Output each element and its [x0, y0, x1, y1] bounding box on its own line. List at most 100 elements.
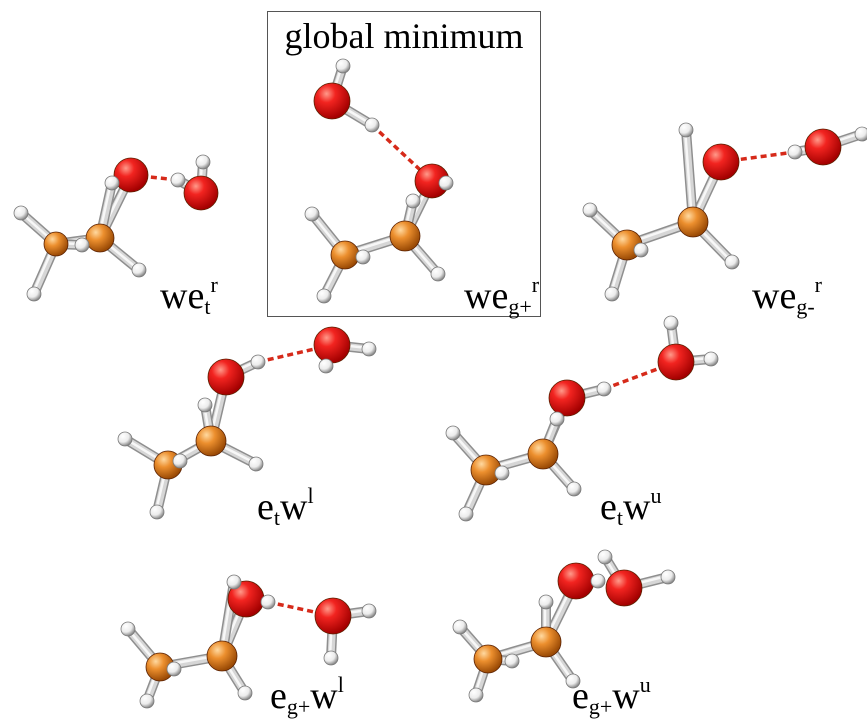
label-sup: l: [337, 671, 344, 697]
hydrogen-atom: [458, 506, 474, 522]
hydrogen-atom: [854, 126, 867, 142]
hydrogen-atom: [660, 569, 676, 585]
oxygen-atom: [557, 562, 595, 600]
molecule-we-gminus-r: [582, 122, 867, 302]
hydrogen-atom: [566, 481, 582, 497]
hydrogen-atom: [13, 205, 29, 221]
label-base: we: [464, 275, 509, 317]
label-sup: u: [639, 671, 651, 697]
hydrogen-atom: [260, 594, 276, 610]
label-base: e: [600, 486, 617, 528]
hydrogen-atom: [139, 693, 155, 709]
molecule-e-t-w-l: [117, 326, 377, 520]
carbon-atom: [473, 644, 503, 674]
label-sup: u: [650, 482, 662, 508]
hydrogen-atom: [166, 661, 182, 677]
hydrogen-atom: [596, 381, 612, 397]
carbon-atom: [389, 220, 421, 252]
hydrogen-atom: [104, 175, 120, 191]
label-e-t-w-u: etwu: [600, 484, 661, 531]
hydrogen-atom: [74, 237, 90, 253]
hydrogen-atom: [197, 397, 213, 413]
label-base: we: [752, 275, 797, 317]
hydrogen-atom: [26, 286, 42, 302]
hydrogen-atom: [117, 431, 133, 447]
carbon-atom: [677, 206, 709, 238]
hydrogen-atom: [361, 341, 377, 357]
label-we-gplus-r: weg+r: [464, 273, 539, 320]
molecule-e-t-w-u: [445, 315, 719, 522]
oxygen-atom: [548, 379, 586, 417]
hydrogen-atom: [364, 117, 380, 133]
hydrogen-atom: [355, 249, 371, 265]
hydrogen-atom: [195, 154, 211, 170]
label-we-t-r: wetr: [160, 273, 218, 320]
hydrogen-atom: [703, 351, 719, 367]
label-sub: g+: [286, 694, 311, 720]
covalent-bond: [683, 127, 694, 223]
hydrogen-atom: [226, 574, 242, 590]
oxygen-atom: [313, 82, 351, 120]
hydrogen-atom: [323, 650, 339, 666]
oxygen-atom: [314, 597, 352, 635]
carbon-atom: [85, 223, 115, 253]
oxygen-atom: [183, 175, 219, 211]
hydrogen-atom: [248, 456, 264, 472]
hydrogen-atom: [549, 411, 565, 427]
oxygen-atom: [207, 358, 245, 396]
hydrogen-atom: [678, 122, 694, 138]
hydrogen-atom: [590, 573, 606, 589]
label-sup: r: [531, 271, 540, 297]
hydrogen-atom: [494, 465, 510, 481]
label-sub: t: [204, 294, 211, 320]
hydrogen-atom: [445, 425, 461, 441]
hydrogen-atom: [149, 504, 165, 520]
label-sub: t: [273, 505, 280, 531]
label-base: we: [160, 275, 205, 317]
label-tail: w: [310, 675, 338, 717]
hydrogen-atom: [468, 687, 484, 703]
hydrogen-atom: [452, 619, 468, 635]
global-minimum-box: [267, 11, 541, 317]
label-sub: t: [616, 505, 623, 531]
label-e-gplus-w-l: eg+wl: [270, 673, 344, 720]
carbon-atom: [530, 626, 562, 658]
carbon-atom: [527, 438, 559, 470]
molecule-e-gplus-w-l: [120, 574, 377, 709]
hydrogen-bond: [370, 123, 434, 183]
carbon-atom: [206, 640, 238, 672]
hydrogen-atom: [724, 254, 740, 270]
hydrogen-atom: [787, 144, 803, 160]
label-sub: g+: [508, 294, 532, 320]
hydrogen-atom: [361, 603, 377, 619]
carbon-atom: [195, 425, 227, 457]
hydrogen-atom: [438, 175, 454, 191]
hydrogen-atom: [318, 358, 334, 374]
hydrogen-atom: [335, 58, 351, 74]
label-e-t-w-l: etwl: [257, 484, 314, 531]
label-sup: r: [814, 271, 822, 297]
hydrogen-atom: [565, 673, 581, 689]
label-sup: l: [307, 482, 314, 508]
hydrogen-atom: [538, 594, 554, 610]
oxygen-atom: [313, 326, 351, 364]
hydrogen-atom: [597, 549, 613, 565]
label-tail: w: [280, 486, 308, 528]
hydrogen-atom: [170, 172, 186, 188]
oxygen-atom: [657, 343, 695, 381]
hydrogen-atom: [582, 202, 598, 218]
hydrogen-bond: [130, 173, 179, 182]
label-sup: r: [210, 271, 218, 297]
hydrogen-atom: [250, 354, 266, 370]
hydrogen-atom: [633, 242, 649, 258]
label-base: e: [572, 675, 589, 717]
carbon-atom: [43, 231, 69, 257]
global-minimum-title: global minimum: [284, 16, 524, 56]
hydrogen-atom: [663, 315, 679, 331]
label-base: e: [257, 486, 274, 528]
label-we-gminus-r: weg-r: [752, 273, 822, 318]
hydrogen-atom: [430, 266, 446, 282]
hydrogen-atom: [604, 286, 620, 302]
oxygen-atom: [804, 128, 842, 166]
